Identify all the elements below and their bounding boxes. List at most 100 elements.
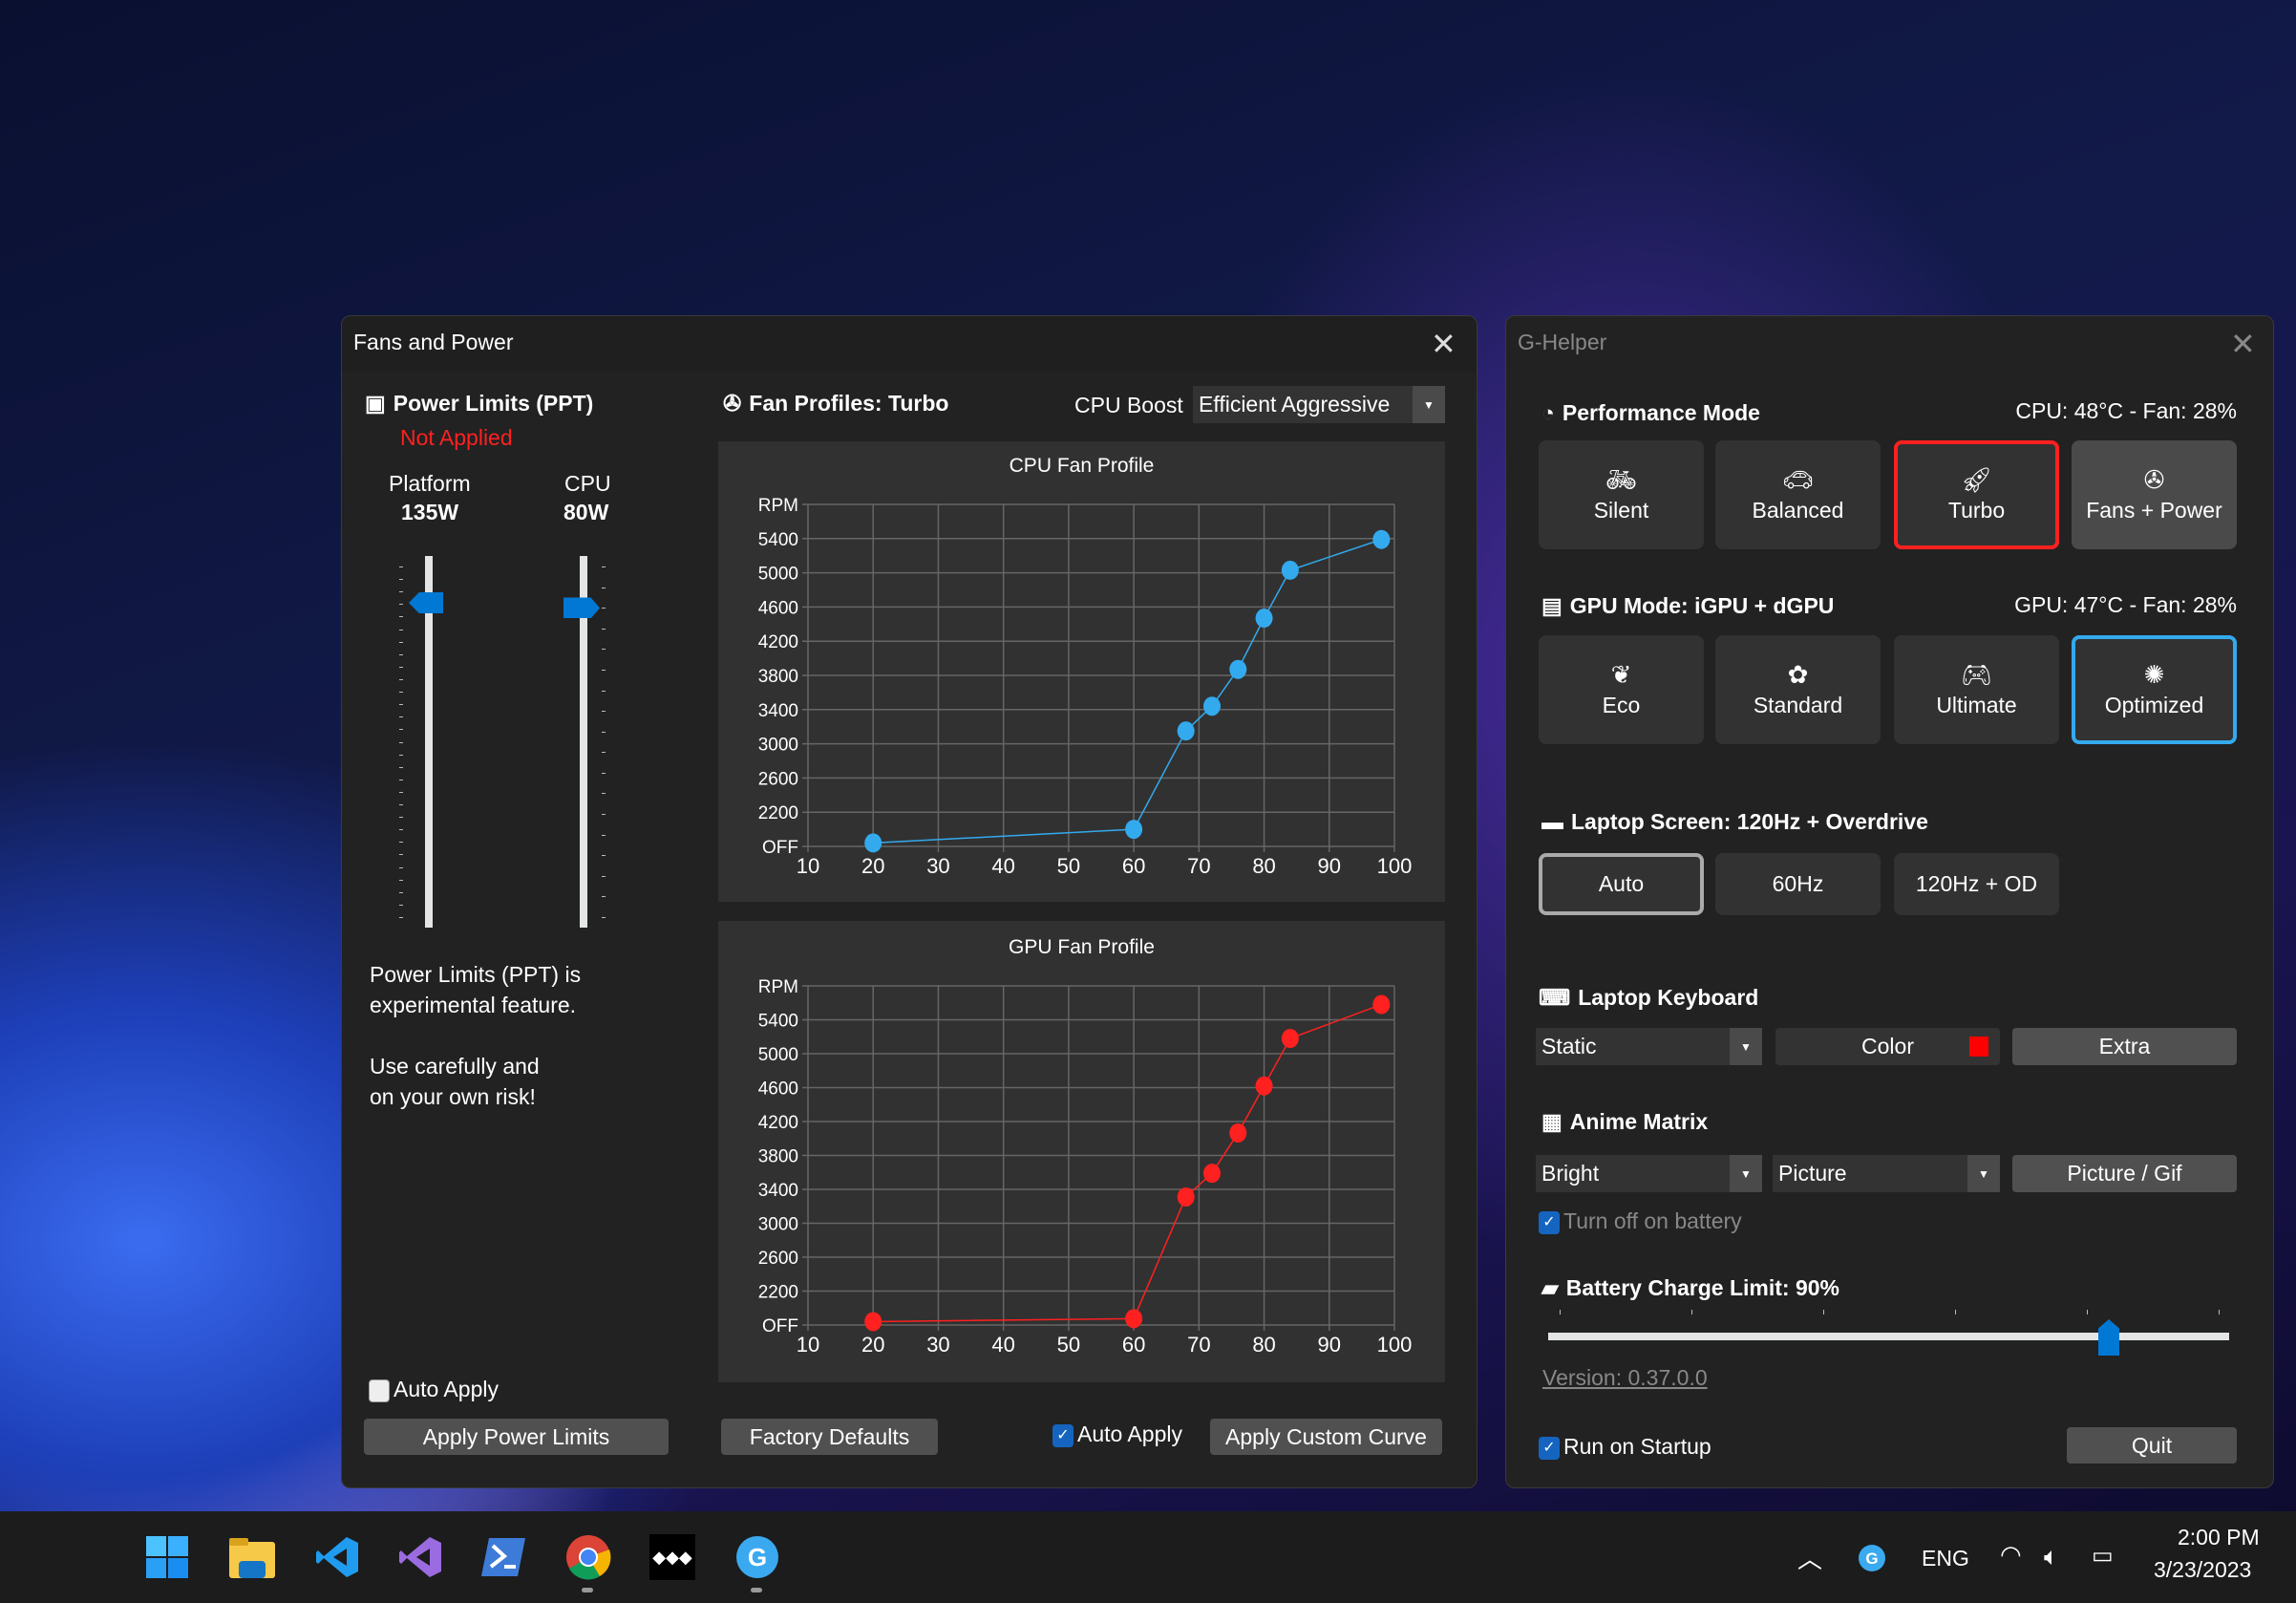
powershell-icon[interactable]: [480, 1534, 526, 1580]
language-indicator[interactable]: ENG: [1922, 1546, 1969, 1571]
slider-tick: [399, 616, 403, 618]
windows-start-icon[interactable]: [144, 1534, 190, 1580]
y-tick-label: 3800: [758, 1147, 798, 1167]
curve-point[interactable]: [1229, 659, 1247, 679]
slider-tick: [602, 608, 606, 609]
battery-charging-icon: ▰: [1541, 1275, 1559, 1300]
version-link[interactable]: Version: 0.37.0.0: [1542, 1365, 1708, 1390]
chevron-down-icon[interactable]: ▼: [1730, 1155, 1762, 1192]
platform-slider[interactable]: [399, 556, 457, 928]
cpu-slider[interactable]: [554, 556, 611, 928]
chevron-up-icon[interactable]: ︿: [1797, 1545, 1823, 1573]
x-tick-label: 40: [991, 1333, 1014, 1357]
wifi-icon[interactable]: ◠: [2000, 1540, 2022, 1569]
section-title: Laptop Keyboard: [1578, 985, 1759, 1010]
curve-point[interactable]: [1125, 1309, 1143, 1329]
checkmark-icon[interactable]: ✓: [1539, 1436, 1560, 1460]
close-icon[interactable]: ✕: [1431, 327, 1456, 361]
curve-point[interactable]: [1125, 820, 1143, 840]
volume-icon[interactable]: 🔈︎: [2044, 1542, 2059, 1571]
turn-off-on-battery-checkbox[interactable]: ✓ Turn off on battery: [1539, 1208, 1742, 1234]
apply-power-limits-button[interactable]: Apply Power Limits: [364, 1419, 669, 1455]
mode-button-balanced[interactable]: 🚗︎ Balanced: [1715, 440, 1881, 549]
gpu-mode-header: ▤ GPU Mode: iGPU + dGPU: [1541, 593, 1834, 619]
tidal-icon[interactable]: ◆◆◆: [649, 1534, 695, 1580]
close-icon[interactable]: ✕: [2230, 327, 2256, 361]
gpu-fan-curve-svg[interactable]: 10 20 30 40 50 60 70 80 90 100 OFF 2200 2600 3000 3400…: [718, 921, 1445, 1382]
ppt-note-line-1: Power Limits (PPT) is: [370, 962, 582, 987]
mode-button-auto[interactable]: Auto: [1539, 853, 1704, 915]
curve-point[interactable]: [1281, 1029, 1299, 1049]
slider-thumb[interactable]: [2098, 1319, 2119, 1356]
curve-point[interactable]: [1202, 1164, 1221, 1184]
battery-icon[interactable]: ▭: [2092, 1543, 2114, 1569]
cpu-boost-dropdown[interactable]: Efficient Aggressive ▼: [1193, 386, 1445, 423]
apply-custom-curve-button[interactable]: Apply Custom Curve: [1210, 1419, 1442, 1455]
cpu-fan-curve-svg[interactable]: 10 20 30 40 50 60 70 80 90 100 OFF 2200 2600 3000 3400…: [718, 441, 1445, 902]
keyboard-color-button[interactable]: Color: [1775, 1028, 2000, 1065]
checkbox-box[interactable]: [369, 1379, 390, 1402]
slider-tick: [399, 704, 403, 706]
slider-tick: [399, 817, 403, 819]
mode-button-turbo[interactable]: 🚀︎ Turbo: [1894, 440, 2059, 549]
curve-point[interactable]: [864, 1312, 882, 1332]
run-on-startup-checkbox[interactable]: ✓ Run on Startup: [1539, 1434, 1711, 1460]
file-explorer-icon[interactable]: [229, 1534, 275, 1580]
slider-thumb[interactable]: [409, 592, 443, 613]
mode-button-fans-power[interactable]: ✇ Fans + Power: [2072, 440, 2237, 549]
curve-point[interactable]: [1281, 560, 1299, 580]
factory-defaults-button[interactable]: Factory Defaults: [721, 1419, 938, 1455]
keyboard-extra-button[interactable]: Extra: [2012, 1028, 2237, 1065]
running-indicator: [751, 1588, 762, 1592]
curve-point[interactable]: [1177, 721, 1195, 741]
g-helper-icon[interactable]: G: [734, 1534, 780, 1580]
picture-gif-button[interactable]: Picture / Gif: [2012, 1155, 2237, 1192]
curve-point[interactable]: [1229, 1122, 1247, 1143]
chevron-down-icon[interactable]: ▼: [1967, 1155, 2000, 1192]
checkmark-icon[interactable]: ✓: [1539, 1210, 1560, 1234]
visual-studio-icon[interactable]: [397, 1534, 443, 1580]
chevron-down-icon[interactable]: ▼: [1730, 1028, 1762, 1065]
chrome-icon[interactable]: [565, 1534, 611, 1580]
curve-point[interactable]: [864, 833, 882, 853]
button-label: 60Hz: [1772, 871, 1824, 896]
mode-button-optimized[interactable]: ✺ Optimized: [2072, 635, 2237, 744]
mode-button-eco[interactable]: ❦ Eco: [1539, 635, 1704, 744]
keyboard-mode-dropdown[interactable]: Static ▼: [1536, 1028, 1762, 1065]
mode-button-60hz[interactable]: 60Hz: [1715, 853, 1881, 915]
slider-tick: [399, 879, 403, 881]
section-title: GPU Mode: iGPU + dGPU: [1569, 593, 1835, 618]
battery-limit-slider[interactable]: [1548, 1310, 2229, 1356]
curve-point[interactable]: [1202, 696, 1221, 716]
y-tick-label: 3000: [758, 736, 798, 756]
curve-point[interactable]: [1255, 1076, 1273, 1096]
quit-button[interactable]: Quit: [2067, 1427, 2237, 1464]
dropdown-value: Picture: [1778, 1161, 1847, 1186]
mode-button-ultimate[interactable]: 🎮︎ Ultimate: [1894, 635, 2059, 744]
fan-auto-apply-checkbox[interactable]: ✓ Auto Apply: [1052, 1421, 1182, 1447]
power-auto-apply-checkbox[interactable]: Auto Apply: [369, 1377, 499, 1402]
slider-tick: [399, 791, 403, 793]
curve-point[interactable]: [1177, 1186, 1195, 1207]
g-helper-tray-icon[interactable]: G: [1858, 1544, 1886, 1577]
slider-tick: [399, 666, 403, 668]
slider-thumb[interactable]: [563, 597, 600, 619]
clock-time[interactable]: 2:00 PM: [2178, 1525, 2260, 1550]
gpu-status: GPU: 47°C - Fan: 28%: [2014, 592, 2237, 617]
matrix-brightness-dropdown[interactable]: Bright ▼: [1536, 1155, 1762, 1192]
keyboard-icon: ⌨: [1539, 985, 1571, 1010]
curve-point[interactable]: [1255, 609, 1273, 629]
y-tick-label: RPM: [758, 977, 798, 997]
chevron-down-icon[interactable]: ▼: [1413, 386, 1445, 423]
curve-point[interactable]: [1372, 994, 1391, 1015]
matrix-mode-dropdown[interactable]: Picture ▼: [1773, 1155, 2000, 1192]
clock-date[interactable]: 3/23/2023: [2154, 1557, 2252, 1582]
checkmark-icon[interactable]: ✓: [1052, 1423, 1074, 1447]
mode-button-standard[interactable]: ✿ Standard: [1715, 635, 1881, 744]
x-tick-label: 20: [861, 854, 884, 878]
curve-point[interactable]: [1372, 529, 1391, 549]
vscode-icon[interactable]: [314, 1534, 360, 1580]
mode-button-120hz-od[interactable]: 120Hz + OD: [1894, 853, 2059, 915]
mode-button-silent[interactable]: 🚲︎ Silent: [1539, 440, 1704, 549]
anime-matrix-header: ▦ Anime Matrix: [1541, 1109, 1708, 1135]
